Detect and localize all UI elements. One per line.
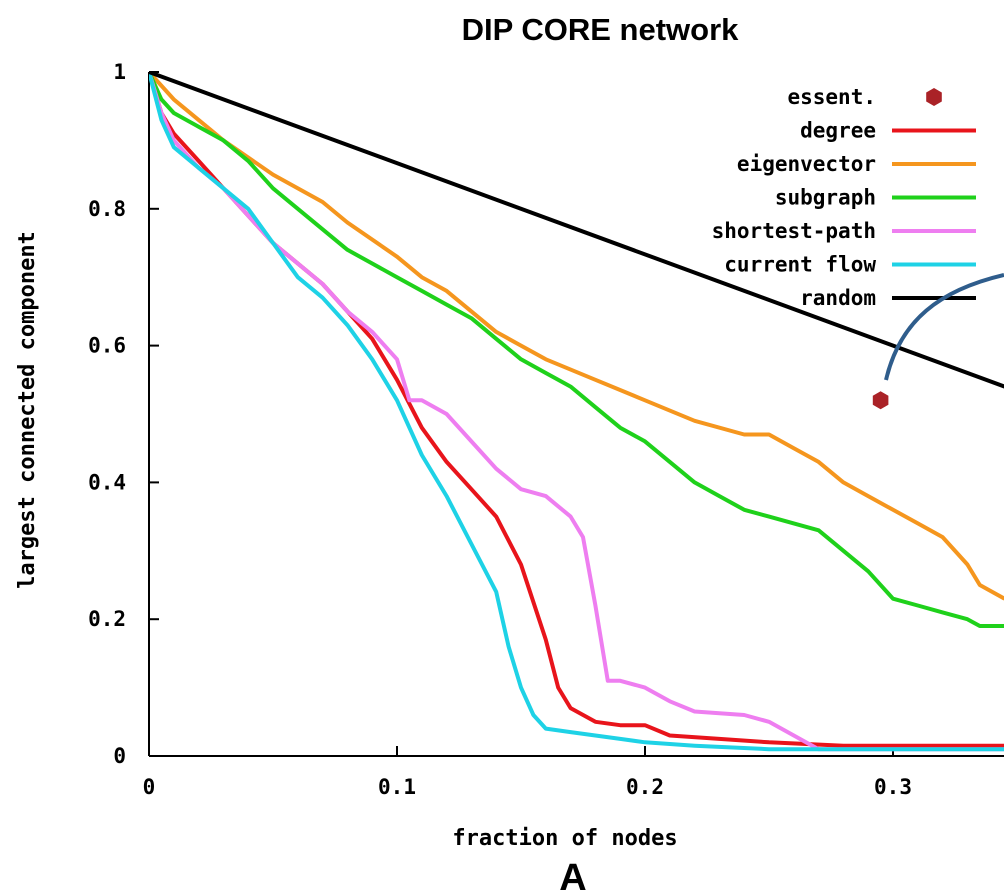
series-layer: [149, 72, 1004, 752]
x-tick-label: 0.3: [874, 775, 912, 799]
annotation-arrow: [884, 273, 1004, 381]
series-line-shortest-path: [149, 72, 1004, 752]
legend: essent. degree eigenvector subgraph shortest…: [712, 85, 976, 310]
legend-label-essent: essent.: [787, 85, 876, 109]
y-tick-label: 0.8: [88, 197, 126, 221]
legend-label-shortest-path: shortest-path: [712, 219, 876, 243]
x-axis-label: fraction of nodes: [452, 826, 677, 851]
chart-title: DIP CORE network: [462, 12, 740, 47]
y-tick-label: 0: [113, 744, 126, 768]
y-tick-label: 0.2: [88, 607, 126, 631]
x-tick-label: 0: [143, 775, 156, 799]
series-line-random: [149, 72, 1004, 389]
panel-label: A: [559, 857, 586, 892]
y-tick-label: 1: [113, 60, 126, 84]
axis-ticks: 0 0.1 0.2 0.3 0 0.2 0.4 0.6 0.8 1: [88, 60, 912, 799]
y-tick-label: 0.4: [88, 470, 126, 494]
x-tick-label: 0.2: [626, 775, 664, 799]
series-line-current-flow: [149, 72, 1004, 752]
data-point-essent: [872, 391, 889, 410]
legend-label-subgraph: subgraph: [775, 186, 876, 210]
series-line-subgraph: [149, 72, 1004, 628]
legend-label-degree: degree: [800, 119, 876, 143]
legend-symbol-essent: [926, 88, 942, 106]
legend-label-eigenvector: eigenvector: [737, 152, 876, 176]
y-tick-label: 0.6: [88, 334, 126, 358]
marker-layer: [872, 391, 889, 410]
legend-label-random: random: [800, 286, 876, 310]
plot-area: 0 0.1 0.2 0.3 0 0.2 0.4 0.6 0.8 1 essent. degree ei…: [88, 60, 1004, 799]
legend-label-current-flow: current flow: [724, 253, 876, 277]
y-axis-label: largest connected component: [15, 231, 40, 589]
x-tick-label: 0.1: [378, 775, 416, 799]
series-line-eigenvector: [149, 72, 1004, 601]
